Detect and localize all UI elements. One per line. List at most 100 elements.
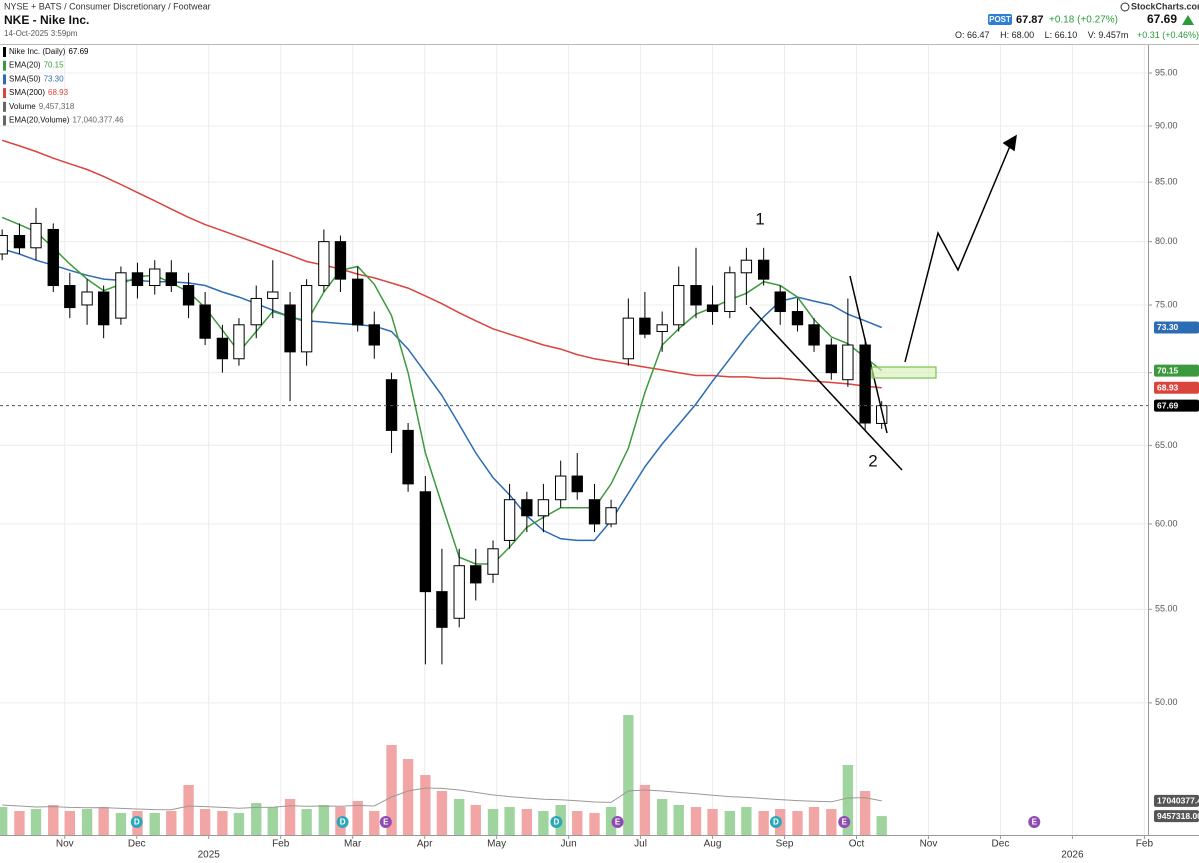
x-tick-label: Nov — [920, 839, 938, 850]
legend-name: Nike Inc. (Daily) — [9, 47, 66, 56]
y-tick-label: 50.00 — [1155, 697, 1178, 707]
legend-entry: EMA(20) 70.15 — [9, 61, 64, 70]
volume-bar — [758, 811, 769, 835]
y-tick-label: 90.00 — [1155, 120, 1178, 130]
x-tick-label: Feb — [272, 839, 290, 850]
volume-bar — [623, 715, 634, 835]
event-marker — [838, 816, 851, 828]
legend-value: 67.69 — [68, 47, 89, 56]
tag-layer: 73.30 70.15 68.93 67.69 17040377.4 9457318.00 — [1154, 321, 1199, 823]
candle-body — [385, 379, 398, 431]
legend-swatch — [3, 88, 6, 99]
candle-body — [419, 491, 432, 593]
volume-bar — [454, 799, 465, 835]
candle-body — [470, 565, 482, 584]
volume-bar — [284, 799, 296, 835]
volume-bar — [420, 775, 431, 835]
post-badge-bg — [988, 14, 1012, 25]
x-tick-label: 2026 — [1061, 850, 1084, 861]
value-tag — [1154, 794, 1199, 807]
candle-body — [740, 259, 753, 274]
candle-body — [233, 324, 245, 360]
candle-body — [64, 285, 76, 309]
candle-body — [216, 337, 229, 360]
volume-bar — [792, 811, 803, 835]
legend-entry: SMA(50) 73.30 — [9, 75, 64, 84]
trend-line — [749, 306, 903, 471]
volume-bar — [572, 811, 583, 835]
projection-arrow — [904, 145, 1011, 363]
volume-bar — [318, 805, 330, 835]
candle-body — [859, 344, 871, 424]
x-tick-label: Dec — [128, 839, 146, 850]
volume-bar — [826, 809, 837, 835]
candle-body — [115, 272, 127, 319]
x-tick-label: Dec — [992, 839, 1010, 850]
candle-body — [352, 278, 364, 326]
x-tick-label: Aug — [704, 839, 722, 850]
event-label: E — [1032, 818, 1038, 827]
volume-bar — [808, 807, 820, 835]
symbol: NKE - Nike Inc. — [4, 13, 89, 27]
legend-value: 73.30 — [44, 75, 65, 84]
volume-bar — [842, 765, 854, 835]
trend-line — [849, 275, 888, 434]
legend-swatch — [3, 74, 6, 85]
legend-name: SMA(50) — [9, 75, 41, 84]
candle-body — [876, 405, 888, 424]
ohlc: O: 66.47 H: 68.00 L: 66.10 V: 9.457m +0.… — [955, 30, 1199, 40]
candle-body — [656, 324, 668, 332]
volume-bar — [876, 816, 887, 835]
copyright: StockCharts.com — [1131, 1, 1199, 11]
event-label: E — [383, 818, 389, 827]
event-label: D — [134, 818, 140, 827]
value-tag-label: 70.15 — [1157, 365, 1179, 375]
candle-body — [555, 475, 567, 501]
plot-layer: 50.0055.0060.0065.0070.0075.0080.0085.00… — [0, 45, 1178, 861]
datetime: 14-Oct-2025 3:59pm — [4, 29, 78, 38]
candle-body — [724, 272, 736, 313]
candle-body — [639, 317, 651, 335]
candle-body — [250, 297, 262, 326]
volume-bar — [183, 785, 194, 835]
candle-body — [605, 507, 617, 525]
y-tick-label: 95.00 — [1155, 67, 1178, 77]
event-marker — [1028, 816, 1041, 828]
post-price: 67.87 — [1016, 14, 1044, 26]
legend-entry: EMA(20,Volume) 17,040,377.46 — [9, 116, 124, 125]
volume-bar — [741, 807, 752, 835]
volume-ema-line — [2, 787, 882, 811]
last-price: 67.69 — [1147, 12, 1177, 26]
y-tick-label: 60.00 — [1155, 518, 1178, 528]
candle-body — [774, 291, 786, 313]
candle-body — [706, 304, 719, 313]
candle-body — [537, 499, 550, 517]
volume-bar — [217, 811, 228, 835]
legend-value: 9,457,318 — [39, 102, 75, 111]
legend-entry: SMA(200) 68.93 — [9, 88, 69, 97]
value-tag — [1154, 810, 1199, 823]
candle-body — [81, 291, 93, 306]
volume-bar — [707, 809, 718, 835]
event-label: D — [553, 818, 559, 827]
volume-bar — [166, 811, 177, 835]
x-tick-label: Apr — [417, 839, 433, 850]
legend-name: SMA(200) — [9, 88, 45, 97]
volume-bar — [470, 805, 481, 835]
header: NYSE + BATS / Consumer Discretionary / F… — [4, 1, 1199, 40]
candle-body — [808, 324, 820, 346]
value-tag-label: 68.93 — [1157, 383, 1179, 393]
candle-body — [588, 499, 601, 525]
legend-swatch — [3, 115, 6, 126]
volume-bar — [436, 791, 448, 835]
y-tick-label: 75.00 — [1155, 299, 1178, 309]
event-label: E — [615, 818, 621, 827]
volume-bar — [149, 813, 160, 835]
y-tick-label: 65.00 — [1155, 440, 1178, 450]
x-tick-label: Oct — [849, 839, 865, 850]
candle-body — [30, 222, 42, 249]
volume-bar — [538, 811, 549, 835]
value-tag — [1154, 381, 1199, 394]
volume-bar — [301, 809, 312, 835]
